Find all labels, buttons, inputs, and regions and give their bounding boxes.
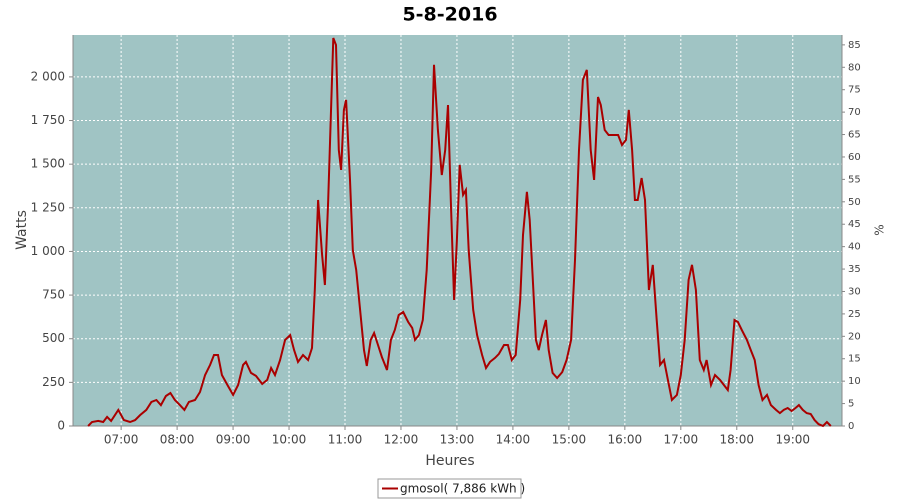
x-tick-label: 10:00 (272, 433, 307, 447)
y2-tick-label: 25 (848, 309, 861, 320)
y2-tick-label: 80 (848, 62, 861, 73)
x-tick-label: 18:00 (719, 433, 754, 447)
x-tick-label: 19:00 (775, 433, 810, 447)
y2-axis-label: % (873, 224, 887, 235)
y2-tick-label: 15 (848, 354, 861, 365)
y-tick-label: 1 500 (31, 157, 65, 171)
y-tick-label: 750 (42, 288, 65, 302)
y-tick-label: 1 750 (31, 113, 65, 127)
y-tick-label: 0 (57, 419, 65, 433)
y2-tick-label: 20 (848, 331, 861, 342)
y2-tick-label: 45 (848, 219, 861, 230)
x-axis-label: Heures (425, 453, 474, 469)
x-tick-label: 13:00 (440, 433, 475, 447)
data-line (87, 37, 832, 428)
y2-tick-label: 30 (848, 286, 861, 297)
y2-tick-label: 55 (848, 174, 861, 185)
y2-tick-label: 65 (848, 130, 861, 141)
y2-tick-label: 40 (848, 242, 861, 253)
x-tick-label: 17:00 (664, 433, 699, 447)
y2-tick-label: 60 (848, 152, 861, 163)
x-tick-label: 08:00 (160, 433, 195, 447)
x-tick-label: 12:00 (384, 433, 419, 447)
y2-tick-label: 85 (848, 40, 861, 51)
legend-box (377, 478, 522, 499)
x-tick-label: 11:00 (328, 433, 363, 447)
y-tick-label: 250 (42, 375, 65, 389)
y2-tick-label: 75 (848, 85, 861, 96)
y2-tick-label: 10 (848, 376, 861, 387)
x-tick-label: 09:00 (216, 433, 251, 447)
y2-tick-label: 35 (848, 264, 861, 275)
y2-tick-label: 50 (848, 197, 861, 208)
x-tick-label: 14:00 (496, 433, 531, 447)
y2-tick-label: 5 (848, 399, 854, 410)
y-tick-label: 1 250 (31, 200, 65, 214)
chart-title: 5-8-2016 (402, 4, 497, 26)
x-tick-label: 15:00 (552, 433, 587, 447)
y-tick-label: 2 000 (31, 69, 65, 83)
y-tick-label: 500 (42, 331, 65, 345)
legend-label: gmosol( 7,886 kWh ) (400, 482, 525, 496)
y-tick-label: 1 000 (31, 244, 65, 258)
y-axis-label: Watts (14, 210, 30, 250)
y2-tick-label: 0 (848, 421, 854, 432)
x-tick-label: 16:00 (608, 433, 643, 447)
x-tick-label: 07:00 (104, 433, 139, 447)
y2-tick-label: 70 (848, 107, 861, 118)
